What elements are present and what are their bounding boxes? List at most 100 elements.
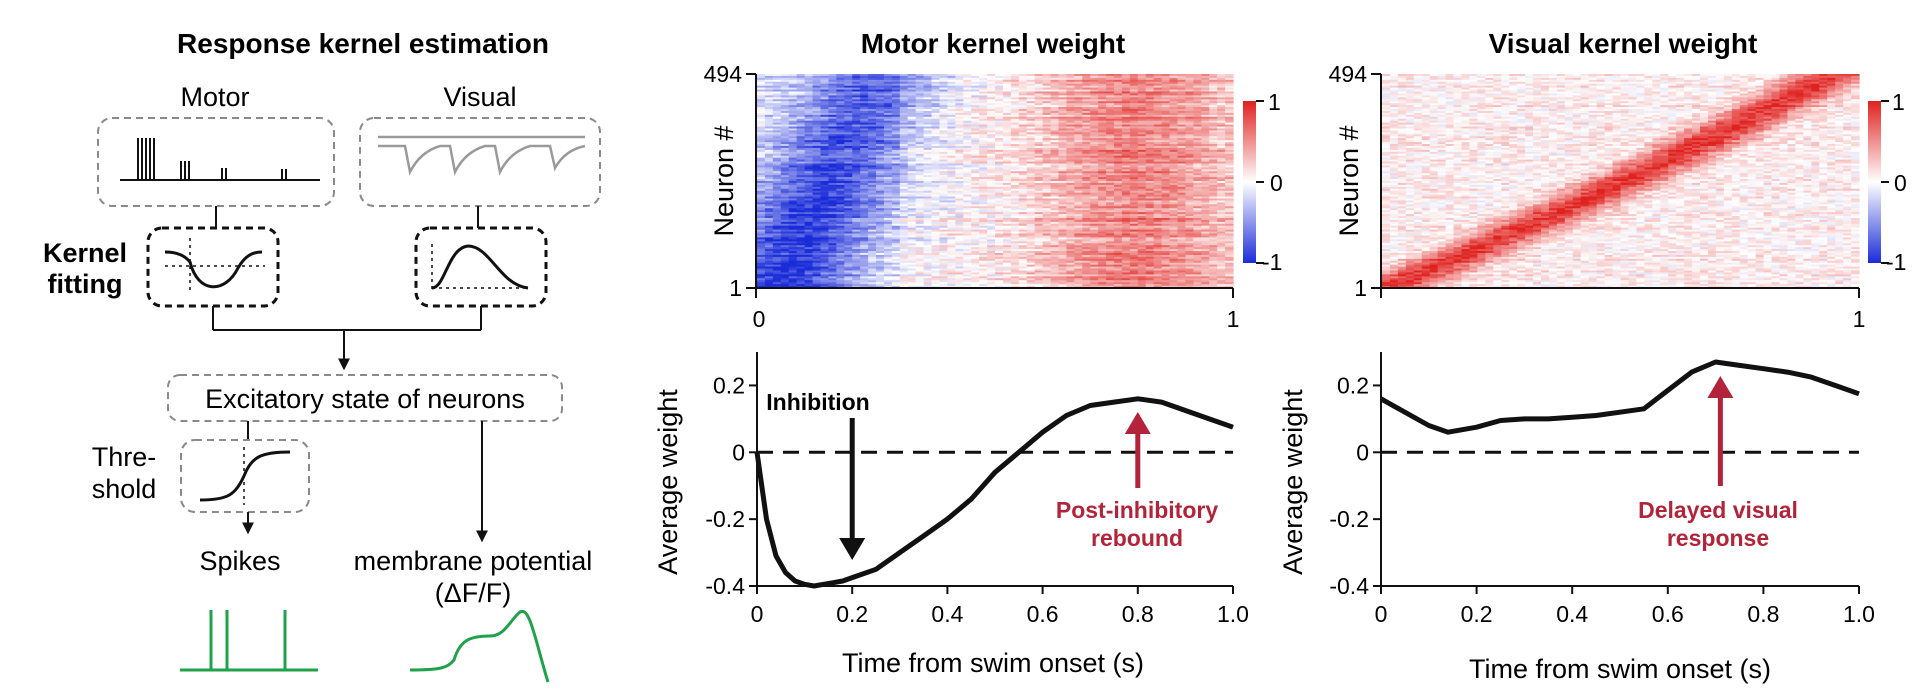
heatmap-cell — [987, 132, 996, 135]
heatmap-cell — [844, 151, 853, 155]
heatmap-cell — [1018, 233, 1028, 237]
heatmap-cell — [1106, 136, 1115, 139]
heatmap-cell — [1018, 126, 1028, 130]
heatmap-cell — [1225, 132, 1234, 135]
heatmap-cell — [963, 179, 972, 182]
heatmap-cell — [836, 89, 845, 93]
heatmap-cell — [812, 177, 822, 180]
heatmap-cell — [1082, 196, 1091, 200]
heatmap-cell — [1193, 97, 1202, 100]
heatmap-cell — [1217, 229, 1226, 233]
heatmap-cell — [844, 192, 853, 196]
heatmap-cell — [844, 171, 853, 174]
heatmap-cell — [947, 198, 956, 202]
heatmap-cell — [931, 103, 941, 106]
heatmap-cell — [1114, 109, 1123, 112]
heatmap-cell — [772, 116, 782, 120]
heatmap-cell — [1106, 212, 1115, 215]
heatmap-cell — [1058, 229, 1067, 233]
heatmap-cell — [987, 179, 996, 182]
heatmap-cell — [1050, 179, 1060, 182]
heatmap-cell — [828, 147, 837, 151]
heatmap-cell — [1121, 159, 1131, 163]
heatmap-cell — [757, 114, 766, 118]
heatmap-cell — [891, 208, 901, 211]
heatmap-cell — [931, 204, 941, 207]
heatmap-cell — [939, 153, 948, 157]
heatmap-cell — [963, 225, 972, 229]
heatmap-cell — [1026, 188, 1036, 192]
heatmap-cell — [1034, 101, 1044, 104]
heatmap-cell — [947, 114, 956, 118]
heatmap-cell — [1153, 93, 1163, 96]
heatmap-cell — [1177, 140, 1186, 143]
heatmap-cell — [979, 208, 988, 211]
heatmap-cell — [772, 149, 782, 153]
heatmap-cell — [796, 196, 806, 200]
heatmap-cell — [820, 181, 829, 184]
visual-label: Visual — [443, 82, 516, 112]
heatmap-cell — [1066, 227, 1075, 231]
heatmap-cell — [907, 132, 917, 135]
heatmap-cell — [971, 188, 980, 192]
heatmap-cell — [1193, 217, 1202, 221]
heatmap-cell — [1185, 132, 1194, 135]
heatmap-cell — [1066, 126, 1075, 130]
heatmap-cell — [1177, 221, 1186, 225]
heatmap-cell — [931, 192, 941, 196]
heatmap-cell — [1201, 122, 1210, 126]
heatmap-cell — [1185, 227, 1194, 231]
heatmap-cell — [772, 101, 782, 104]
heatmap-cell — [804, 126, 814, 130]
heatmap-cell — [860, 147, 869, 151]
heatmap-cell — [1026, 134, 1036, 137]
heatmap-cell — [1114, 186, 1123, 190]
heatmap-cell — [1106, 210, 1115, 213]
heatmap-cell — [1026, 126, 1036, 130]
heatmap-cell — [780, 194, 790, 198]
heatmap-cell — [1058, 74, 1067, 77]
heatmap-cell — [1018, 99, 1028, 102]
heatmap-cell — [1193, 132, 1202, 135]
heatmap-cell — [923, 206, 933, 209]
heatmap-cell — [828, 136, 837, 139]
heatmap-cell — [804, 219, 814, 223]
heatmap-cell — [1137, 87, 1147, 91]
heatmap-cell — [1137, 120, 1147, 124]
heatmap-cell — [1161, 212, 1171, 215]
heatmap-cell — [1082, 229, 1091, 233]
heatmap-cell — [1209, 153, 1218, 157]
heatmap-cell — [891, 206, 901, 209]
heatmap-cell — [1161, 81, 1171, 85]
heatmap-cell — [1177, 163, 1186, 167]
heatmap-cell — [939, 124, 948, 128]
heatmap-cell — [1034, 208, 1044, 211]
heatmap-cell — [820, 110, 829, 114]
heatmap-cell — [1002, 192, 1012, 196]
heatmap-cell — [1161, 229, 1171, 233]
heatmap-cell — [780, 217, 790, 221]
heatmap-cell — [1042, 233, 1052, 237]
heatmap-cell — [987, 171, 996, 174]
heatmap-cell — [1034, 142, 1044, 145]
heatmap-cell — [860, 114, 869, 118]
heatmap-cell — [780, 182, 790, 186]
heatmap-cell — [1098, 132, 1107, 135]
heatmap-cell — [979, 171, 988, 174]
heatmap-cell — [1042, 159, 1052, 163]
heatmap-cell — [1090, 122, 1099, 126]
heatmap-cell — [1074, 105, 1083, 108]
heatmap-cell — [987, 147, 996, 151]
heatmap-cell — [1074, 169, 1083, 172]
heatmap-cell — [772, 140, 782, 143]
heatmap-cell — [764, 128, 774, 132]
heatmap-cell — [788, 107, 798, 110]
heatmap-cell — [955, 212, 964, 215]
heatmap-cell — [836, 103, 845, 106]
heatmap-cell — [804, 101, 814, 104]
heatmap-cell — [1129, 112, 1139, 116]
heatmap-cell — [923, 231, 933, 235]
heatmap-cell — [1002, 202, 1012, 205]
heatmap-cell — [772, 161, 782, 165]
heatmap-cell — [764, 149, 774, 153]
